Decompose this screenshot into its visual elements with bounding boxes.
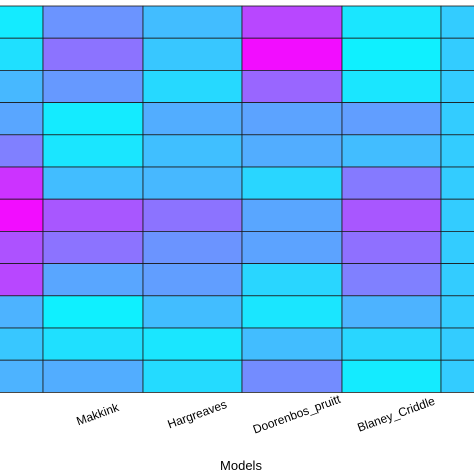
heatmap-cell-r10-c1: [42, 327, 144, 361]
heatmap-cell-r0-c5: [440, 5, 474, 39]
heatmap-cell-r2-c2: [142, 70, 243, 104]
heatmap-cell-r1-c1: [42, 37, 144, 71]
heatmap-cell-r6-c4: [341, 198, 442, 232]
heatmap-cell-r9-c2: [142, 295, 243, 329]
heatmap-cell-r0-c4: [341, 5, 442, 39]
heatmap-cell-r10-c3: [241, 327, 343, 361]
heatmap-cell-r2-c1: [42, 70, 144, 104]
heatmap-cell-r1-c5: [440, 37, 474, 71]
heatmap-cell-r4-c1: [42, 134, 144, 168]
heatmap-cell-r2-c3: [241, 70, 343, 104]
heatmap-cell-r7-c0: [0, 230, 44, 264]
heatmap-cell-r1-c3: [241, 37, 343, 71]
x-tick-label: Blaney_Criddle: [355, 394, 437, 435]
heatmap-cell-r5-c0: [0, 166, 44, 200]
heatmap-cell-r9-c4: [341, 295, 442, 329]
heatmap-cell-r2-c5: [440, 70, 474, 104]
heatmap-cell-r8-c5: [440, 263, 474, 297]
heatmap-cell-r3-c4: [341, 102, 442, 136]
heatmap-cell-r7-c4: [341, 230, 442, 264]
heatmap-cell-r3-c2: [142, 102, 243, 136]
heatmap-cell-r7-c1: [42, 230, 144, 264]
heatmap-cell-r0-c2: [142, 5, 243, 39]
heatmap-cell-r9-c1: [42, 295, 144, 329]
heatmap-cell-r6-c2: [142, 198, 243, 232]
heatmap-cell-r9-c0: [0, 295, 44, 329]
heatmap-cell-r4-c4: [341, 134, 442, 168]
x-tick-label: Hargreaves: [166, 397, 229, 431]
heatmap-cell-r0-c0: [0, 5, 44, 39]
heatmap-cell-r3-c0: [0, 102, 44, 136]
heatmap-cell-r8-c1: [42, 263, 144, 297]
heatmap-cell-r1-c2: [142, 37, 243, 71]
x-tick-label: Makkink: [75, 400, 122, 429]
x-tick-label: Doorenbos_pruitt: [251, 392, 343, 437]
heatmap-cell-r5-c5: [440, 166, 474, 200]
heatmap-cell-r8-c2: [142, 263, 243, 297]
heatmap-cell-r11-c2: [142, 359, 243, 393]
heatmap-cell-r11-c5: [440, 359, 474, 393]
heatmap-cell-r8-c0: [0, 263, 44, 297]
heatmap-cells: [0, 5, 474, 393]
heatmap-cell-r7-c5: [440, 230, 474, 264]
heatmap-cell-r7-c3: [241, 230, 343, 264]
heatmap-cell-r8-c4: [341, 263, 442, 297]
heatmap-cell-r4-c5: [440, 134, 474, 168]
heatmap-cell-r6-c0: [0, 198, 44, 232]
heatmap-cell-r5-c1: [42, 166, 144, 200]
heatmap-cell-r11-c0: [0, 359, 44, 393]
heatmap-cell-r4-c2: [142, 134, 243, 168]
heatmap-cell-r11-c1: [42, 359, 144, 393]
heatmap-cell-r2-c4: [341, 70, 442, 104]
heatmap-cell-r6-c1: [42, 198, 144, 232]
heatmap-cell-r0-c3: [241, 5, 343, 39]
heatmap-cell-r3-c5: [440, 102, 474, 136]
heatmap-cell-r1-c4: [341, 37, 442, 71]
heatmap-cell-r11-c3: [241, 359, 343, 393]
heatmap-cell-r0-c1: [42, 5, 144, 39]
x-tick-labels: Makkink Hargreaves Doorenbos_pruitt Blaney_…: [75, 392, 438, 437]
heatmap-cell-r6-c5: [440, 198, 474, 232]
heatmap-cell-r10-c5: [440, 327, 474, 361]
heatmap-cell-r5-c2: [142, 166, 243, 200]
heatmap-cell-r2-c0: [0, 70, 44, 104]
heatmap-cell-r10-c4: [341, 327, 442, 361]
heatmap-cell-r9-c3: [241, 295, 343, 329]
heatmap-cell-r10-c2: [142, 327, 243, 361]
heatmap-cell-r3-c3: [241, 102, 343, 136]
heatmap-cell-r11-c4: [341, 359, 442, 393]
heatmap-cell-r3-c1: [42, 102, 144, 136]
heatmap-cell-r5-c4: [341, 166, 442, 200]
heatmap-cell-r1-c0: [0, 37, 44, 71]
x-axis-title: Models: [220, 458, 262, 473]
heatmap-cell-r10-c0: [0, 327, 44, 361]
heatmap-cell-r7-c2: [142, 230, 243, 264]
heatmap-cell-r6-c3: [241, 198, 343, 232]
heatmap-cell-r5-c3: [241, 166, 343, 200]
heatmap-cell-r8-c3: [241, 263, 343, 297]
heatmap-cell-r4-c0: [0, 134, 44, 168]
heatmap-cell-r9-c5: [440, 295, 474, 329]
heatmap-cell-r4-c3: [241, 134, 343, 168]
